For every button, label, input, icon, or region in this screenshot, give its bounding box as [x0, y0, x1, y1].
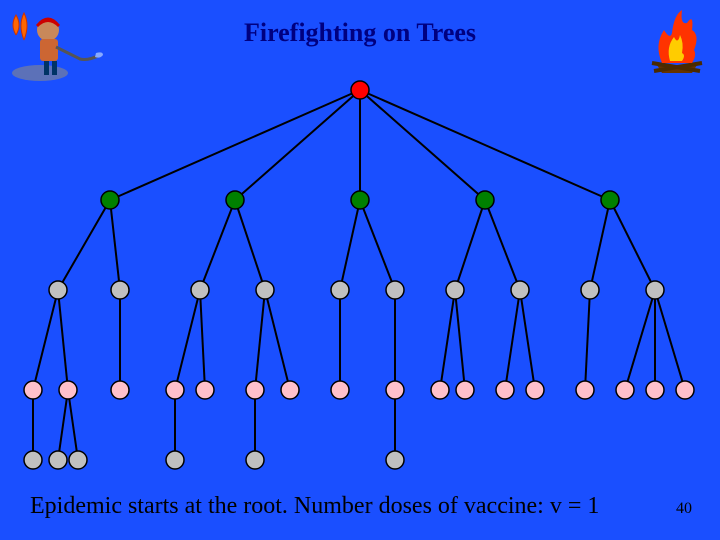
slide-number: 40 — [676, 500, 692, 518]
tree-diagram — [0, 60, 720, 480]
slide-caption: Epidemic starts at the root. Number dose… — [30, 493, 599, 520]
slide-title: Firefighting on Trees — [244, 18, 476, 48]
